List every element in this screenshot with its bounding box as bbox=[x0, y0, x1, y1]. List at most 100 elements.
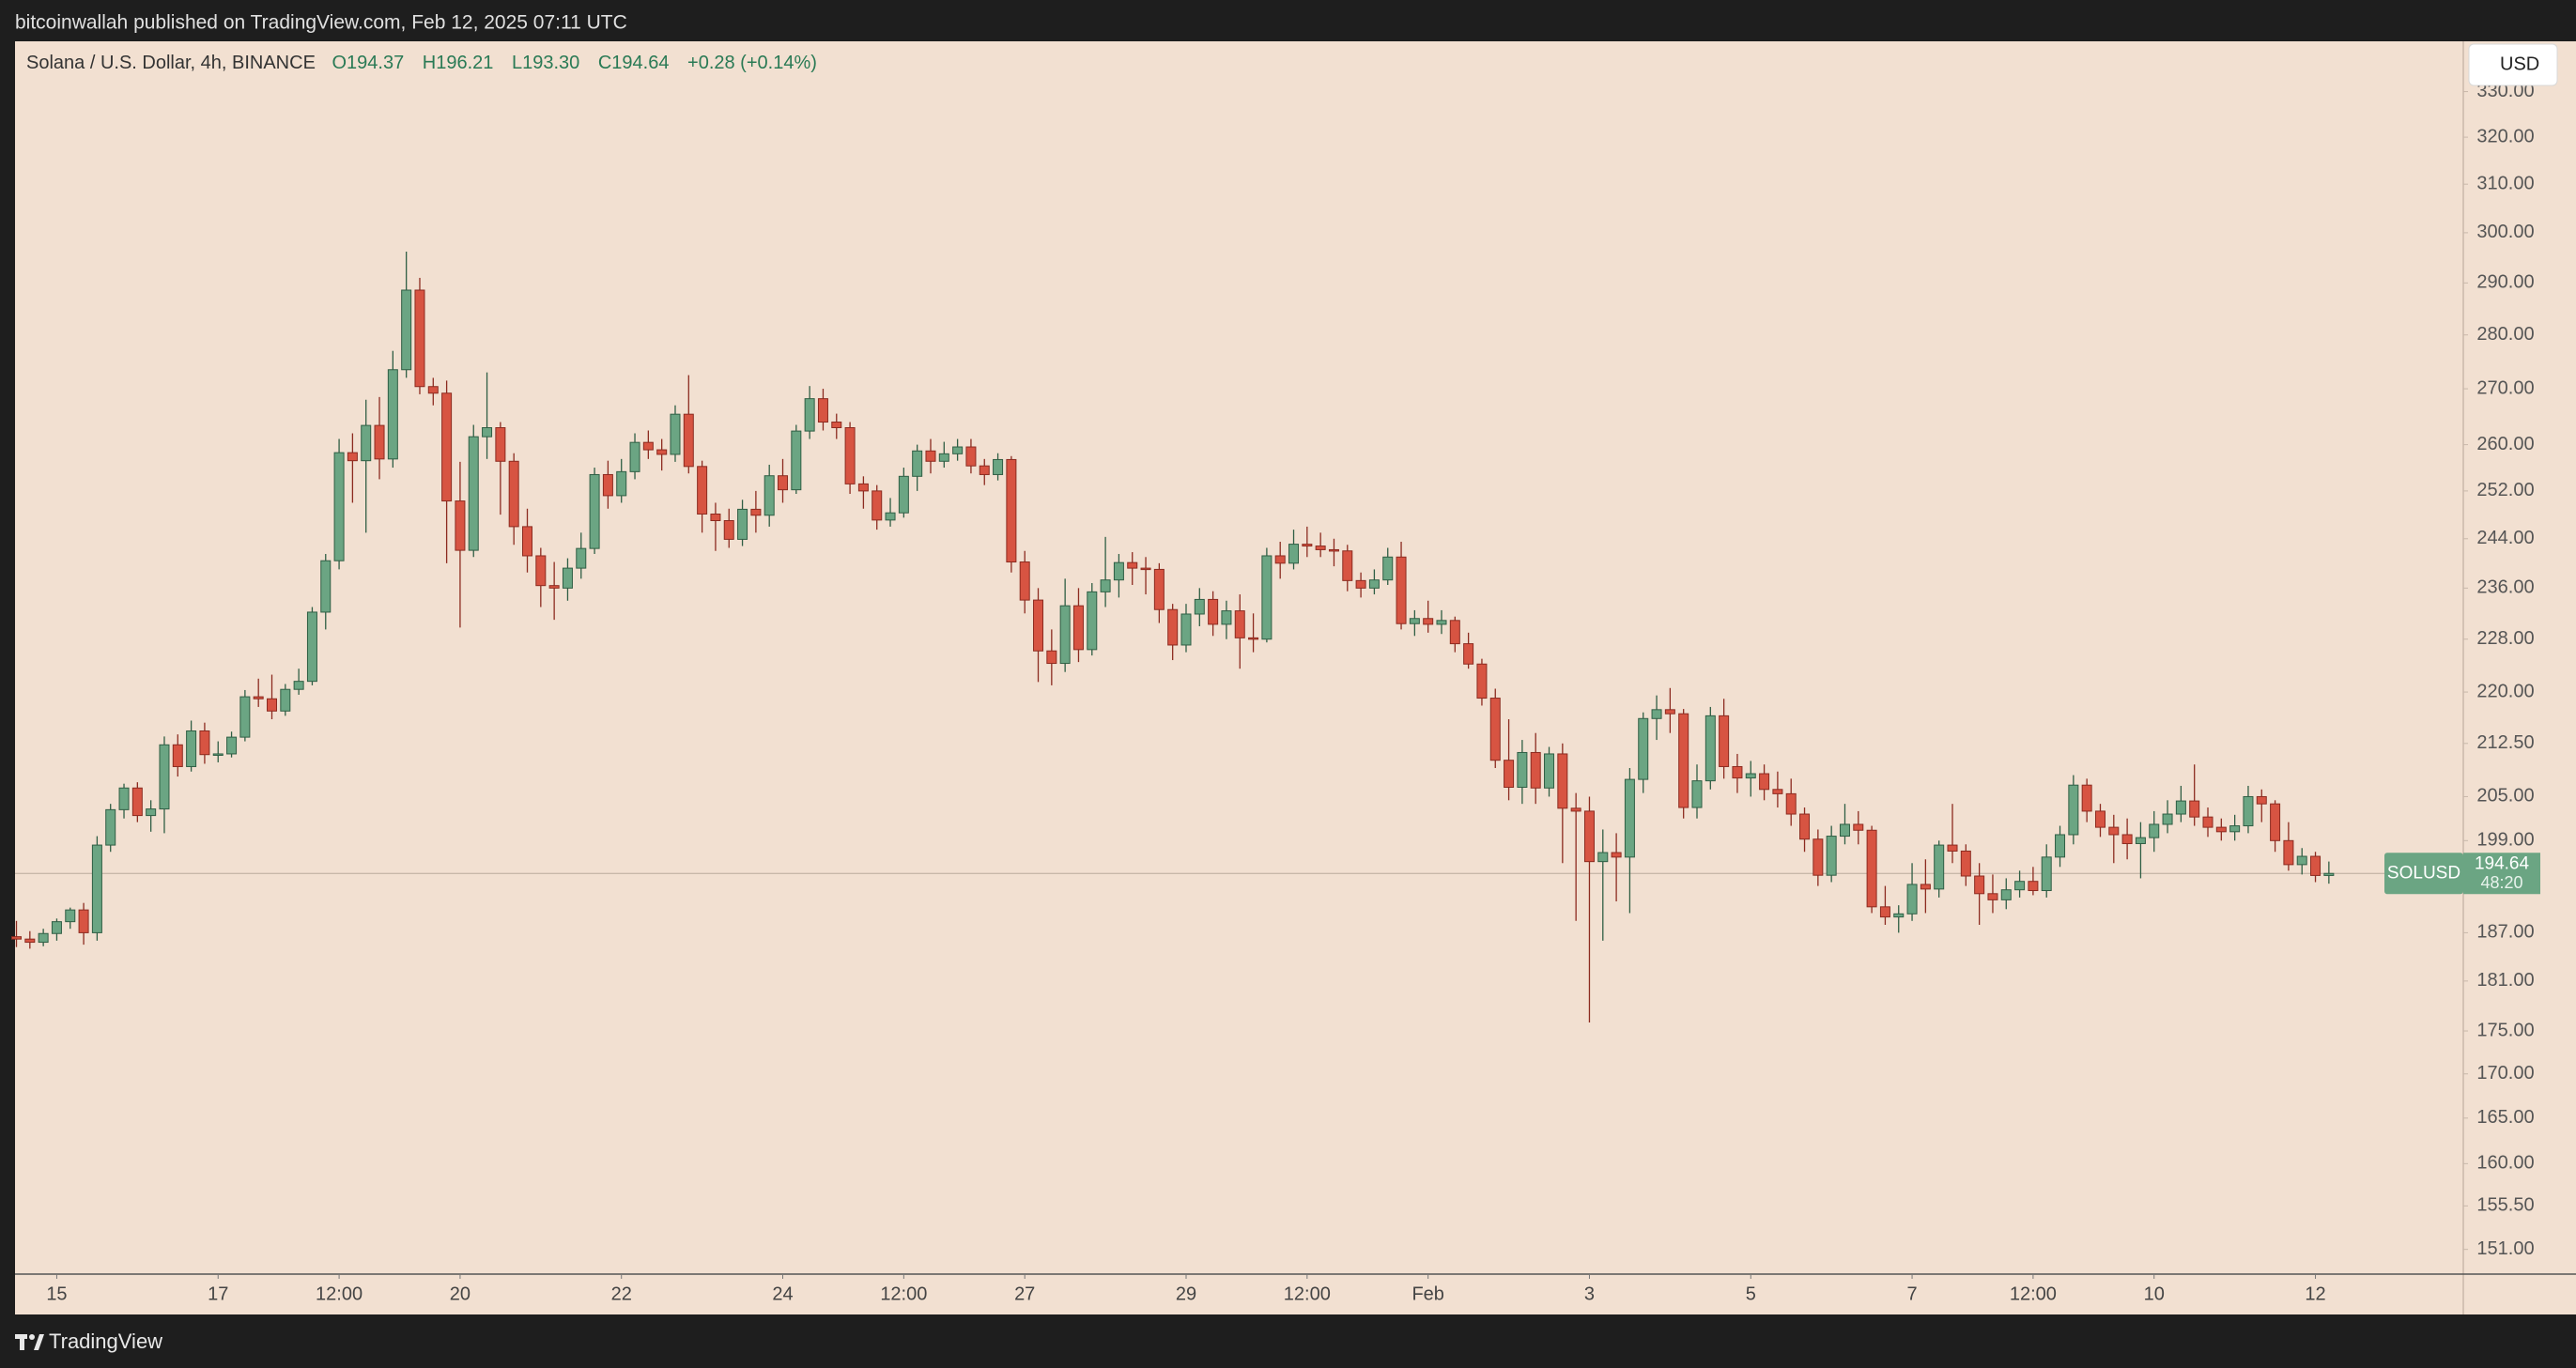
legend-change: +0.28 (+0.14%) bbox=[687, 53, 817, 73]
candle-body bbox=[361, 424, 372, 462]
legend: Solana / U.S. Dollar, 4h, BINANCE O194.3… bbox=[26, 53, 817, 73]
candle-body bbox=[979, 465, 990, 475]
y-tick-label: 220.00 bbox=[2476, 681, 2534, 701]
candle-body bbox=[1153, 568, 1165, 610]
x-tick-label: 3 bbox=[1584, 1283, 1595, 1304]
y-tick-label: 151.00 bbox=[2476, 1238, 2534, 1259]
candle-body bbox=[1315, 546, 1326, 550]
candle-body bbox=[306, 611, 317, 683]
candle-body bbox=[2310, 855, 2321, 876]
candle-body bbox=[1087, 591, 1098, 651]
candle-body bbox=[522, 526, 533, 557]
candle-body bbox=[804, 398, 815, 432]
candle-body bbox=[1557, 753, 1568, 809]
candle-body bbox=[737, 508, 748, 540]
candle-body bbox=[629, 441, 640, 472]
candle-body bbox=[1382, 556, 1394, 581]
candle-body bbox=[831, 422, 842, 429]
candle-body bbox=[938, 453, 949, 462]
candle-body bbox=[1423, 618, 1434, 625]
candle-body bbox=[1113, 561, 1124, 581]
candle-body bbox=[347, 452, 358, 462]
publish-info: bitcoinwallah published on TradingView.c… bbox=[15, 12, 627, 34]
candle-body bbox=[656, 449, 668, 455]
candle-body bbox=[414, 289, 425, 388]
y-tick-label: 187.00 bbox=[2476, 922, 2534, 943]
x-tick-label: 27 bbox=[1014, 1283, 1035, 1304]
candle-body bbox=[1879, 906, 1890, 918]
candle-body bbox=[965, 446, 977, 467]
candle-body bbox=[750, 508, 762, 516]
candle-body bbox=[267, 698, 278, 712]
candle-body bbox=[1248, 637, 1259, 640]
candle-body bbox=[697, 466, 708, 515]
candle-body bbox=[602, 473, 613, 497]
candle-body bbox=[239, 696, 251, 738]
y-tick-label: 280.00 bbox=[2476, 324, 2534, 345]
x-tick-label: 22 bbox=[611, 1283, 632, 1304]
currency-label[interactable]: USD bbox=[2500, 54, 2539, 74]
candle-body bbox=[65, 909, 76, 923]
y-tick-label: 244.00 bbox=[2476, 528, 2534, 548]
legend-low: L193.30 bbox=[512, 53, 579, 73]
candle-body bbox=[1839, 823, 1850, 838]
candle-body bbox=[1544, 753, 1555, 789]
candle-body bbox=[1785, 792, 1797, 815]
currency-button[interactable] bbox=[2468, 43, 2558, 86]
candle-body bbox=[817, 398, 828, 423]
y-tick-label: 228.00 bbox=[2476, 628, 2534, 649]
candle-body bbox=[723, 519, 734, 540]
chart-pane bbox=[15, 41, 2576, 1314]
candle-body bbox=[1261, 555, 1273, 640]
candle-body bbox=[1140, 567, 1151, 571]
price-label-value: 194.64 bbox=[2475, 853, 2530, 873]
candle-body bbox=[683, 413, 694, 468]
candle-body bbox=[872, 490, 883, 521]
candle-body bbox=[253, 696, 264, 699]
x-tick-label: 5 bbox=[1746, 1283, 1756, 1304]
candle-body bbox=[105, 808, 116, 846]
candle-body bbox=[2283, 839, 2294, 866]
candle-body bbox=[2162, 813, 2173, 825]
candle-body bbox=[1288, 544, 1300, 564]
candle-body bbox=[1799, 813, 1811, 840]
candle-body bbox=[1704, 715, 1716, 782]
candle-body bbox=[1960, 850, 1971, 877]
candle-body bbox=[2068, 784, 2079, 836]
y-tick-label: 236.00 bbox=[2476, 577, 2534, 598]
candle-body bbox=[1019, 561, 1030, 601]
candle-body bbox=[993, 458, 1004, 475]
candle-body bbox=[387, 369, 398, 460]
candle-body bbox=[1987, 893, 1998, 900]
candle-body bbox=[670, 413, 681, 455]
candle-body bbox=[791, 430, 802, 491]
y-tick-label: 290.00 bbox=[2476, 272, 2534, 293]
x-tick-label: 12:00 bbox=[2010, 1283, 2057, 1304]
legend-symbol: Solana / U.S. Dollar, 4h, BINANCE bbox=[26, 53, 316, 73]
candle-body bbox=[2135, 837, 2146, 844]
x-tick-label: 12:00 bbox=[880, 1283, 927, 1304]
top-bar bbox=[0, 0, 2576, 41]
candle-body bbox=[146, 808, 157, 817]
candle-body bbox=[2149, 823, 2160, 838]
candle-body bbox=[1409, 618, 1420, 624]
y-tick-label: 199.00 bbox=[2476, 830, 2534, 851]
x-tick-label: 24 bbox=[772, 1283, 793, 1304]
candle-body bbox=[616, 470, 627, 497]
candle-body bbox=[1489, 698, 1501, 761]
y-tick-label: 252.00 bbox=[2476, 480, 2534, 500]
candle-body bbox=[2215, 826, 2227, 833]
candle-body bbox=[1920, 884, 1931, 890]
candle-body bbox=[1611, 852, 1622, 858]
candle-body bbox=[1732, 765, 1743, 779]
x-tick-label: 10 bbox=[2144, 1283, 2165, 1304]
price-label-symbol: SOLUSD bbox=[2387, 863, 2460, 883]
candle-body bbox=[2229, 825, 2241, 833]
candle-body bbox=[186, 730, 197, 767]
candle-body bbox=[51, 921, 62, 934]
candle-body bbox=[1436, 620, 1447, 625]
candle-body bbox=[159, 744, 170, 810]
candle-body bbox=[1328, 548, 1339, 552]
candle-body bbox=[118, 787, 130, 810]
candle-body bbox=[1812, 838, 1824, 876]
